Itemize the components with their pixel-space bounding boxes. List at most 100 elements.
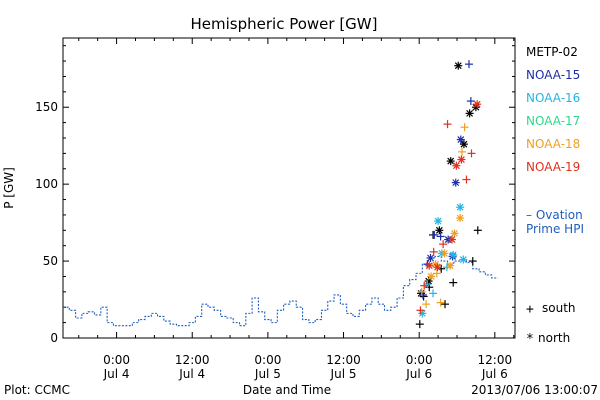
south-marker	[443, 120, 452, 129]
x-tick-label-date: Jul 5	[330, 367, 357, 381]
south-marker-symbol: +	[526, 302, 534, 317]
x-tick-label-time: 0:00	[406, 353, 433, 367]
x-tick-label-date: Jul 5	[254, 367, 281, 381]
marker-stroke	[456, 214, 464, 222]
legend-item: NOAA-17	[526, 114, 580, 128]
marker-stroke	[427, 254, 434, 262]
ovation-legend-label: – Ovation	[526, 208, 583, 222]
marker-stroke	[459, 256, 467, 263]
north-marker	[426, 254, 435, 262]
y-axis-label: P [GW]	[2, 167, 16, 209]
north-marker	[473, 100, 482, 109]
south-marker	[420, 281, 429, 290]
x-tick-label-time: 12:00	[326, 353, 361, 367]
x-tick-label-time: 0:00	[254, 353, 281, 367]
ovation-line	[63, 255, 498, 327]
north-marker	[433, 263, 442, 272]
south-marker	[415, 320, 424, 329]
north-marker-label: north	[538, 331, 570, 345]
chart-title: Hemispheric Power [GW]	[191, 15, 378, 33]
x-tick-label-time: 12:00	[478, 353, 513, 367]
marker-stroke	[425, 262, 433, 270]
north-marker	[427, 272, 436, 281]
south-marker	[422, 300, 431, 309]
north-marker-symbol: *	[526, 332, 534, 347]
plot-timestamp: 2013/07/06 13:00:07	[471, 383, 598, 397]
data-markers	[415, 60, 482, 329]
south-marker	[468, 257, 477, 266]
marker-stroke	[418, 309, 426, 317]
legend-item: NOAA-18	[526, 137, 580, 151]
south-marker	[429, 247, 438, 256]
south-marker	[417, 287, 426, 296]
north-marker	[440, 249, 449, 258]
south-marker	[432, 269, 441, 278]
y-axis: 0 50 100 150	[35, 45, 515, 345]
north-marker	[418, 309, 427, 318]
marker-stroke	[466, 109, 474, 117]
south-marker	[436, 232, 445, 241]
north-marker	[459, 255, 468, 264]
north-marker	[425, 261, 434, 270]
south-marker	[419, 292, 428, 301]
south-marker	[429, 289, 438, 298]
marker-stroke	[447, 157, 455, 165]
north-marker	[449, 250, 458, 259]
marker-stroke	[452, 179, 460, 187]
marker-stroke	[432, 260, 439, 268]
marker-stroke	[446, 262, 454, 270]
south-marker	[460, 123, 469, 132]
marker-stroke	[435, 226, 443, 234]
y-tick-label: 0	[50, 331, 58, 345]
ovation-series-path	[63, 255, 498, 327]
north-marker	[457, 155, 466, 164]
marker-stroke	[434, 263, 441, 271]
south-marker-label: south	[542, 301, 576, 315]
south-marker	[430, 230, 439, 239]
marker-stroke	[440, 249, 448, 257]
marker-stroke	[473, 100, 481, 108]
south-marker	[439, 240, 448, 249]
plot-credit: Plot: CCMC	[4, 383, 70, 397]
y-tick-label: 150	[35, 100, 58, 114]
marker-legend-south: + south	[526, 301, 576, 317]
north-marker	[459, 140, 468, 149]
south-marker	[464, 60, 473, 69]
north-marker	[456, 214, 465, 222]
south-marker	[441, 300, 450, 309]
x-tick-label-time: 12:00	[175, 353, 210, 367]
north-marker	[446, 157, 455, 166]
marker-stroke	[454, 62, 462, 70]
north-marker	[435, 226, 444, 235]
south-marker	[416, 306, 425, 315]
south-marker	[458, 147, 467, 156]
legend-item: METP-02	[526, 45, 578, 59]
x-tick-label-date: Jul 4	[103, 367, 130, 381]
north-marker	[450, 229, 459, 238]
south-marker	[436, 298, 445, 307]
x-tick-label-date: Jul 6	[481, 367, 508, 381]
plot-frame	[62, 37, 516, 339]
marker-stroke	[457, 156, 465, 163]
y-tick-label: 100	[35, 177, 58, 191]
south-marker	[462, 175, 471, 184]
north-marker	[454, 61, 463, 70]
north-marker	[465, 109, 474, 118]
legend-item: NOAA-19	[526, 160, 580, 174]
north-marker	[434, 217, 443, 226]
y-tick-label: 50	[43, 254, 58, 268]
marker-stroke	[448, 236, 456, 243]
north-marker	[452, 161, 461, 170]
marker-stroke	[427, 273, 435, 280]
marker-stroke	[451, 229, 458, 237]
north-marker	[451, 178, 460, 187]
north-marker	[456, 203, 465, 212]
marker-stroke	[449, 251, 457, 259]
x-tick-label-time: 0:00	[103, 353, 130, 367]
x-tick-label-date: Jul 4	[178, 367, 205, 381]
marker-legend-north: * north	[526, 331, 570, 347]
legend: METP-02 NOAA-15 NOAA-16 NOAA-17 NOAA-18 NOAA-…	[526, 45, 580, 174]
north-marker	[447, 235, 456, 244]
north-marker	[456, 135, 465, 144]
